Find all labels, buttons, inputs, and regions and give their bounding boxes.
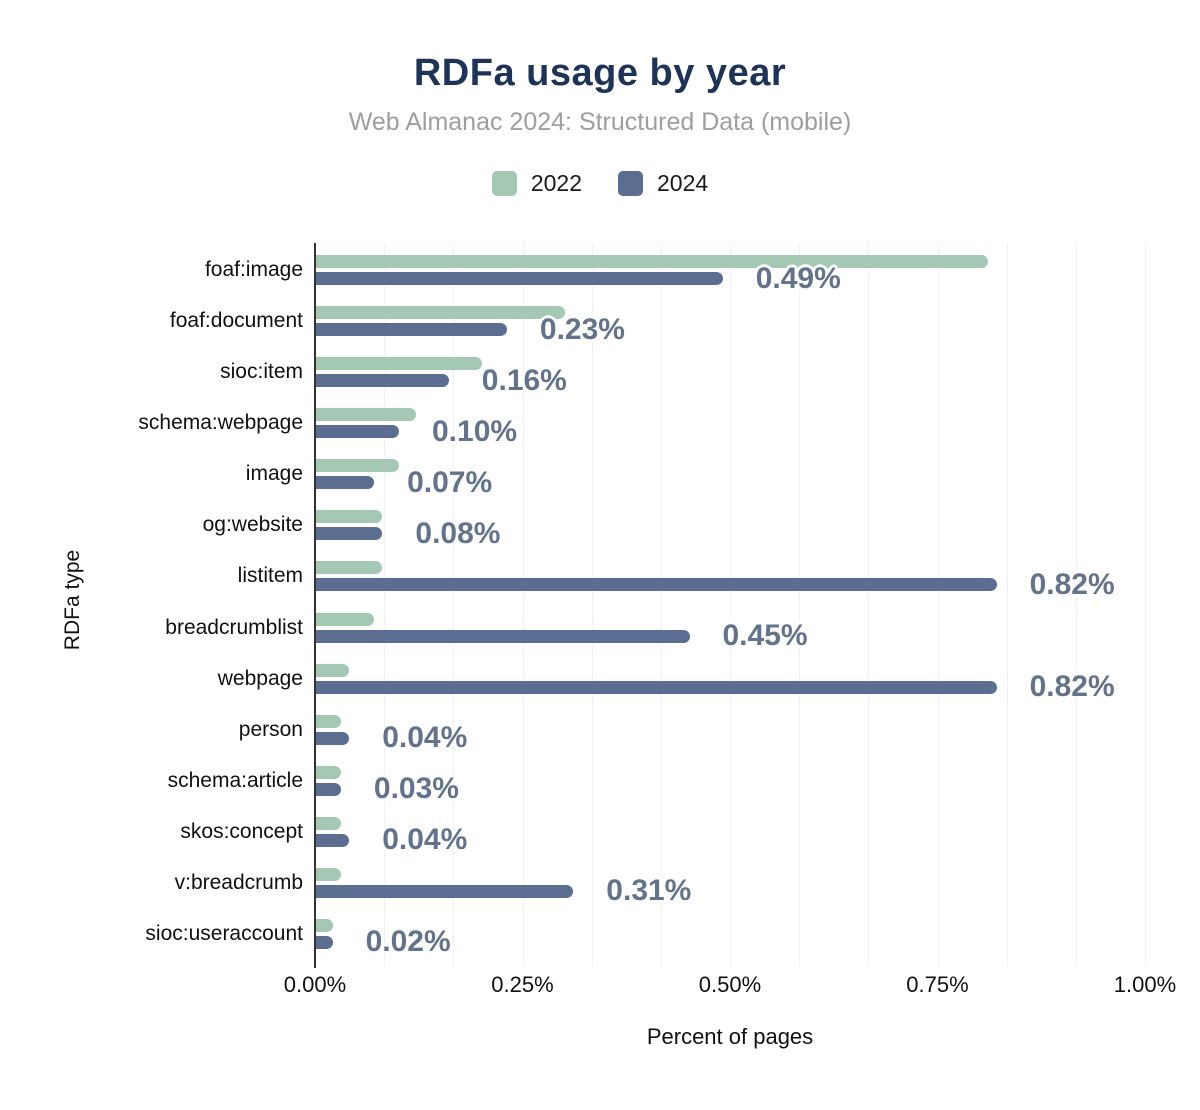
category-label-person: person: [238, 717, 303, 741]
gridline: [1145, 243, 1146, 966]
bar-2022-breadcrumblist[interactable]: [316, 612, 375, 626]
x-tick-label: 0.75%: [906, 972, 969, 997]
bar-2024-image[interactable]: [316, 476, 375, 490]
bar-2022-image[interactable]: [316, 459, 399, 473]
category-label-image: image: [245, 462, 303, 486]
bar-2024-person[interactable]: [316, 731, 350, 745]
category-label-sioc:item: sioc:item: [220, 360, 303, 384]
bar-value-label-skos:concept: 0.04%: [382, 823, 468, 857]
bar-2024-og:website[interactable]: [316, 527, 383, 541]
bar-2022-foaf:document[interactable]: [316, 306, 565, 320]
bar-value-label-listitem: 0.82%: [1029, 567, 1115, 601]
category-label-breadcrumblist: breadcrumblist: [165, 615, 303, 639]
bar-value-label-sioc:useraccount: 0.02%: [365, 925, 451, 959]
gridline: [937, 243, 939, 966]
bar-2024-breadcrumblist[interactable]: [316, 629, 690, 643]
bar-2022-foaf:image[interactable]: [316, 255, 989, 268]
bar-2022-og:website[interactable]: [316, 510, 383, 524]
category-label-sioc:useraccount: sioc:useraccount: [145, 921, 303, 945]
bar-value-label-webpage: 0.82%: [1029, 670, 1115, 704]
bar-value-label-breadcrumblist: 0.45%: [722, 619, 808, 652]
gridline: [868, 243, 870, 966]
category-label-listitem: listitem: [237, 564, 303, 588]
chart-title: RDFa usage by year: [413, 52, 787, 94]
category-label-schema:webpage: schema:webpage: [138, 411, 303, 435]
legend-swatch-2022: [491, 171, 517, 196]
bar-2022-sioc:useraccount[interactable]: [316, 918, 333, 932]
bar-2022-skos:concept[interactable]: [316, 816, 341, 830]
category-label-webpage: webpage: [217, 666, 303, 690]
category-label-foaf:document: foaf:document: [169, 309, 303, 333]
bar-value-label-schema:article: 0.03%: [373, 772, 459, 806]
bar-2024-sioc:useraccount[interactable]: [316, 935, 333, 949]
chart-subtitle: Web Almanac 2024: Structured Data (mobil…: [348, 108, 852, 136]
bar-value-label-image: 0.07%: [407, 465, 493, 499]
gridline: [384, 243, 386, 966]
bar-2024-schema:webpage[interactable]: [316, 425, 399, 439]
bar-2024-webpage[interactable]: [316, 680, 997, 694]
y-axis-line: [314, 243, 316, 968]
category-label-og:website: og:website: [202, 513, 303, 537]
bar-2024-schema:article[interactable]: [316, 782, 341, 796]
gridline: [453, 243, 455, 966]
bar-value-label-sioc:item: 0.16%: [481, 363, 567, 397]
bar-value-label-schema:webpage: 0.10%: [432, 414, 518, 448]
bar-value-label-foaf:document: 0.23%: [539, 312, 625, 346]
gridline: [522, 243, 524, 966]
legend-item-2024: 2024: [618, 170, 708, 197]
bar-2022-sioc:item[interactable]: [316, 357, 482, 371]
bar-value-label-og:website: 0.08%: [415, 516, 501, 550]
legend-label: 2022: [530, 170, 582, 196]
gridline: [730, 243, 731, 966]
bar-2022-schema:webpage[interactable]: [316, 408, 416, 422]
category-label-foaf:image: foaf:image: [204, 258, 303, 281]
bar-2022-listitem[interactable]: [316, 561, 383, 575]
legend-item-2022: 2022: [491, 170, 582, 197]
legend: 2022 2024: [0, 170, 1200, 197]
bar-2024-foaf:image[interactable]: [316, 272, 723, 285]
x-tick-label: 0.00%: [283, 972, 347, 997]
category-label-skos:concept: skos:concept: [180, 819, 303, 843]
bar-2022-webpage[interactable]: [316, 663, 350, 677]
x-axis-title: Percent of pages: [646, 1024, 814, 1049]
gridline: [1075, 243, 1077, 966]
x-tick-label: 0.50%: [698, 972, 762, 997]
gridline: [799, 243, 801, 966]
gridline: [660, 243, 662, 966]
category-label-v:breadcrumb: v:breadcrumb: [174, 870, 303, 894]
gridline: [591, 243, 593, 966]
bar-2022-schema:article[interactable]: [316, 765, 341, 779]
x-tick-label: 1.00%: [1113, 972, 1177, 997]
bar-2022-v:breadcrumb[interactable]: [316, 867, 341, 881]
bar-value-label-person: 0.04%: [382, 721, 468, 755]
category-label-schema:article: schema:article: [167, 768, 303, 792]
bar-2024-listitem[interactable]: [316, 578, 997, 592]
x-tick-label: 0.25%: [491, 972, 554, 997]
bar-2024-foaf:document[interactable]: [316, 323, 507, 337]
bar-value-label-foaf:image: 0.49%: [755, 261, 841, 295]
bar-2024-v:breadcrumb[interactable]: [316, 884, 574, 898]
bar-2024-sioc:item[interactable]: [316, 374, 449, 388]
bar-2022-person[interactable]: [316, 714, 341, 728]
legend-label: 2024: [657, 170, 709, 196]
bar-value-label-v:breadcrumb: 0.31%: [606, 874, 692, 908]
gridline: [1006, 243, 1008, 966]
legend-swatch-2024: [618, 171, 643, 196]
bar-2024-skos:concept[interactable]: [316, 833, 350, 847]
